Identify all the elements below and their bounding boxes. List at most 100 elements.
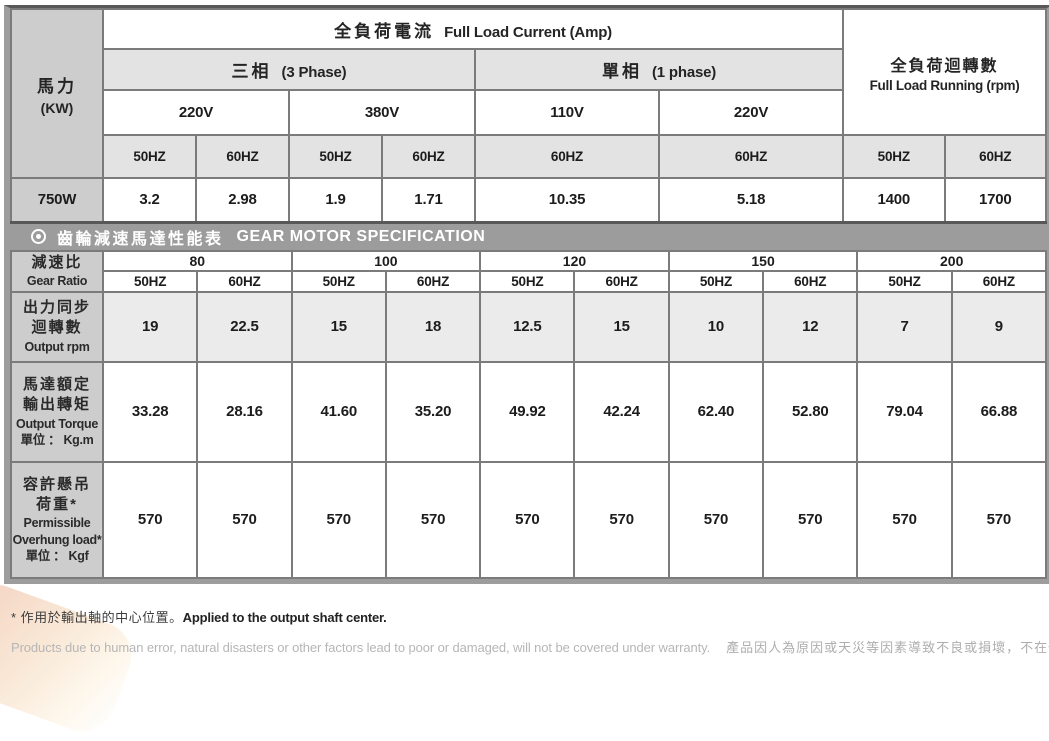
ratio-cell: 200: [856, 249, 1047, 272]
power-header-cell: 馬力 (KW): [10, 8, 104, 179]
output-rpm-zh-line2: 迴轉數: [31, 319, 83, 337]
single-phase-en: (1 phase): [651, 64, 717, 81]
gear-ratio-en: Gear Ratio: [26, 274, 88, 288]
rpm-value-cell: 1700: [943, 177, 1048, 223]
overhung-load-value: 570: [950, 460, 1048, 579]
corner-decoration: [0, 575, 141, 741]
ratio-cell: 80: [102, 249, 293, 272]
section-title-zh: 齒輪減速馬達性能表: [57, 230, 224, 248]
single-phase-header: 單相 (1 phase): [473, 48, 845, 91]
output-torque-value: 79.04: [856, 360, 953, 463]
overhung-en-line1: Permissible: [23, 516, 91, 531]
footnote-en: Applied to the output shaft center.: [182, 610, 387, 625]
output-torque-zh-line2: 輸出轉矩: [22, 396, 91, 414]
voltage-cell-380v-3ph: 380V: [288, 89, 476, 136]
overhung-load-value: 570: [667, 460, 765, 579]
output-torque-value: 41.60: [290, 360, 387, 463]
output-rpm-value: 7: [856, 290, 953, 363]
output-rpm-value: 22.5: [196, 290, 293, 363]
voltage-cell-220v-3ph: 220V: [102, 89, 290, 136]
output-torque-value: 62.40: [667, 360, 765, 463]
disclaimer-en: Products due to human error, natural dis…: [11, 640, 711, 655]
hz-header-cell: 60HZ: [384, 269, 482, 293]
hz-header-cell: 50HZ: [667, 269, 765, 293]
current-value-cell: 3.2: [102, 177, 197, 223]
output-torque-value: 66.88: [950, 360, 1048, 463]
overhung-load-value: 570: [101, 460, 199, 579]
voltage-cell-220v-1ph: 220V: [657, 89, 845, 136]
hz-header-cell: 50HZ: [102, 134, 197, 179]
output-rpm-value: 19: [101, 290, 199, 363]
hz-header-cell: 50HZ: [856, 269, 953, 293]
single-phase-zh: 單相: [601, 62, 642, 81]
rpm-header-zh: 全負荷迴轉數: [890, 57, 999, 75]
current-value-cell: 5.18: [657, 177, 845, 223]
overhung-zh-line1: 容許懸吊: [22, 475, 91, 493]
footnote-zh: * 作用於輸出軸的中心位置。: [11, 610, 183, 625]
overhung-load-value: 570: [196, 460, 293, 579]
full-load-current-header: 全負荷電流 Full Load Current (Amp): [101, 8, 845, 50]
hz-header-cell: 60HZ: [762, 269, 859, 293]
current-value-cell: 1.71: [381, 177, 476, 223]
output-torque-value: 49.92: [479, 360, 576, 463]
warranty-disclaimer: Products due to human error, natural dis…: [11, 637, 1049, 656]
rpm-value-cell: 1400: [842, 177, 946, 223]
gear-spec-table: 減速比 Gear Ratio 80 100 120 150 200 50HZ 6…: [10, 249, 1048, 579]
spec-sheet-block: 馬力 (KW) 全負荷電流 Full Load Current (Amp) 全負荷…: [4, 5, 1049, 584]
power-label-zh: 馬力: [37, 76, 77, 96]
output-torque-unit: 單位 ： Kg.m: [20, 432, 94, 447]
hz-header-cell: 60HZ: [943, 134, 1048, 179]
output-torque-value: 28.16: [196, 360, 293, 463]
ratio-cell: 100: [290, 249, 482, 272]
output-torque-value: 35.20: [384, 360, 482, 463]
output-torque-value: 33.28: [101, 360, 199, 463]
output-rpm-en: Output rpm: [24, 339, 90, 354]
footnote: * 作用於輸出軸的中心位置。Applied to the output shaf…: [11, 607, 387, 626]
overhung-en-line2: Overhung load*: [12, 532, 102, 547]
bullseye-icon: [31, 229, 46, 244]
full-load-table: 馬力 (KW) 全負荷電流 Full Load Current (Amp) 全負荷…: [10, 8, 1048, 224]
overhung-load-value: 570: [762, 460, 859, 579]
overhung-load-value: 570: [856, 460, 953, 579]
overhung-load-value: 570: [479, 460, 576, 579]
hz-header-cell: 60HZ: [573, 269, 670, 293]
current-value-cell: 2.98: [195, 177, 290, 223]
output-rpm-zh-line1: 出力同步: [22, 299, 91, 317]
current-value-cell: 10.35: [474, 177, 660, 223]
gear-ratio-zh: 減速比: [31, 253, 83, 271]
output-torque-zh-line1: 馬達額定: [22, 376, 91, 393]
hz-header-cell: 60HZ: [381, 134, 476, 179]
voltage-cell-110v-1ph: 110V: [474, 89, 660, 136]
full-load-running-header: 全負荷迴轉數 Full Load Running (rpm): [842, 8, 1047, 136]
output-rpm-value: 15: [290, 290, 387, 363]
output-torque-value: 42.24: [573, 360, 670, 463]
current-header-en: Full Load Current (Amp): [444, 23, 612, 41]
three-phase-zh: 三相: [231, 62, 272, 81]
output-torque-value: 52.80: [762, 360, 859, 463]
power-label-en: (KW): [40, 99, 74, 116]
output-torque-header-cell: 馬達額定 輸出轉矩 Output Torque 單位 ： Kg.m: [10, 360, 104, 463]
ratio-cell: 120: [479, 249, 670, 272]
output-rpm-value: 15: [573, 290, 670, 363]
hz-header-cell: 60HZ: [195, 134, 290, 179]
ratio-cell: 150: [667, 249, 859, 272]
section-title-en: GEAR MOTOR SPECIFICATION: [236, 227, 486, 245]
overhung-load-value: 570: [290, 460, 387, 579]
hz-header-cell: 60HZ: [657, 134, 845, 179]
hz-header-cell: 60HZ: [474, 134, 660, 179]
section-title-bar: 齒輪減速馬達性能表 GEAR MOTOR SPECIFICATION: [10, 223, 1047, 250]
rpm-header-en: Full Load Running (rpm): [869, 77, 1020, 93]
overhung-load-value: 570: [384, 460, 482, 579]
hz-header-cell: 50HZ: [101, 269, 199, 293]
hz-header-cell: 60HZ: [196, 269, 293, 293]
disclaimer-zh: 產品因人為原因或天災等因素導致不良或損壞，不在保固範圍內。: [726, 640, 1049, 655]
hz-header-cell: 50HZ: [479, 269, 576, 293]
current-header-zh: 全負荷電流: [334, 21, 435, 41]
overhung-load-value: 570: [573, 460, 670, 579]
hz-header-cell: 50HZ: [288, 134, 383, 179]
output-rpm-header-cell: 出力同步 迴轉數 Output rpm: [10, 290, 104, 363]
three-phase-header: 三相 (3 Phase): [102, 48, 476, 91]
hz-header-cell: 50HZ: [290, 269, 387, 293]
output-rpm-value: 10: [667, 290, 765, 363]
output-rpm-value: 12.5: [479, 290, 576, 363]
